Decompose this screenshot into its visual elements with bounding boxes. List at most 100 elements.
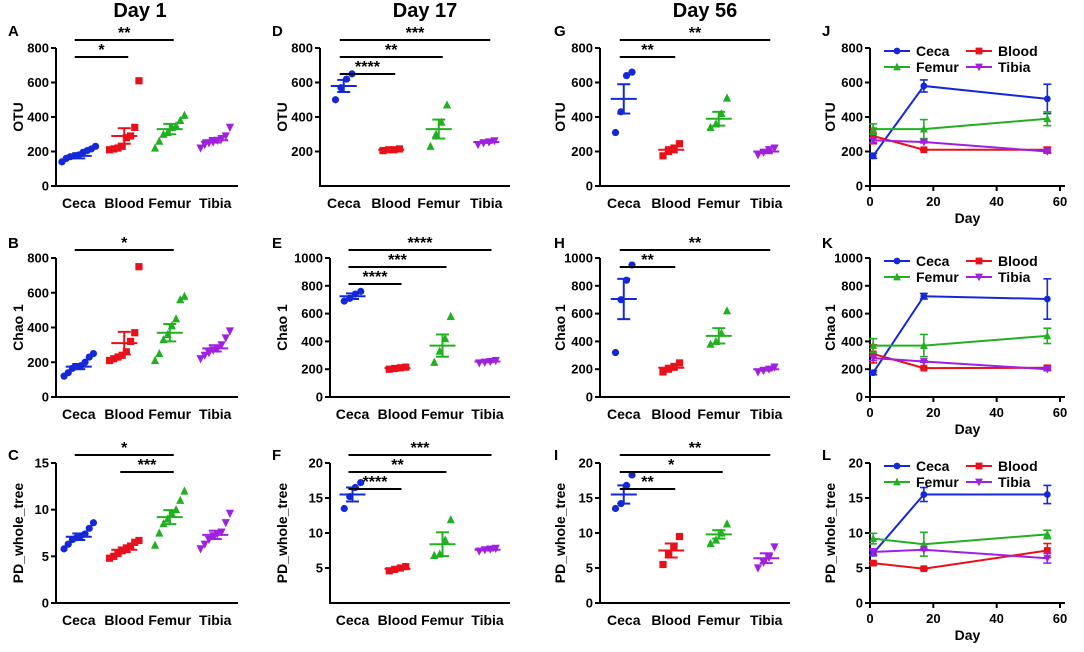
series-point	[920, 491, 928, 498]
y-tick-label: 800	[27, 251, 49, 266]
legend-label: Ceca	[916, 253, 950, 269]
legend-label: Femur	[916, 59, 959, 75]
series-point	[920, 82, 928, 90]
category-label: Tibia	[750, 612, 783, 628]
y-tick-label: 400	[571, 110, 593, 125]
x-tick-label: 40	[989, 611, 1003, 626]
y-tick-label: 400	[841, 110, 863, 125]
y-tick-label: 0	[856, 179, 863, 194]
significance-label: *	[98, 42, 105, 59]
category-label: Ceca	[336, 406, 370, 422]
data-point	[611, 128, 620, 137]
category-label: Ceca	[607, 406, 641, 422]
data-point	[105, 554, 114, 562]
data-point	[706, 339, 715, 348]
category-label: Ceca	[62, 612, 96, 628]
legend-label: Tibia	[998, 59, 1031, 75]
y-axis-label: PD_whole_tree	[274, 483, 290, 584]
category-label: Tibia	[199, 612, 232, 628]
data-point	[446, 311, 455, 320]
data-point	[770, 144, 779, 153]
data-point	[611, 504, 620, 513]
series-point	[869, 341, 878, 349]
y-axis-label: OTU	[10, 102, 26, 132]
category-label: Femur	[148, 195, 191, 211]
y-tick-label: 400	[571, 334, 593, 349]
series-point	[920, 146, 928, 154]
data-point	[91, 142, 100, 150]
y-tick-label: 0	[42, 390, 49, 405]
y-axis-label: PD_whole_tree	[822, 483, 838, 584]
category-label: Femur	[417, 195, 460, 211]
y-tick-label: 400	[291, 110, 313, 125]
data-point	[180, 291, 189, 300]
y-tick-label: 600	[27, 75, 49, 90]
category-label: Femur	[148, 406, 191, 422]
series-point	[919, 341, 928, 349]
y-tick-label: 400	[27, 110, 49, 125]
data-point	[225, 123, 235, 132]
data-point	[122, 134, 130, 142]
x-tick-label: 0	[866, 611, 873, 626]
category-label: Femur	[697, 406, 740, 422]
significance-label: ****	[408, 235, 434, 252]
y-tick-label: 10	[579, 526, 593, 541]
data-point	[670, 543, 678, 551]
y-tick-label: 200	[27, 144, 49, 159]
data-point	[659, 152, 667, 160]
panel-letter: K	[822, 235, 833, 252]
data-point	[85, 524, 93, 532]
panel-b: 0 200 400 600 800 Chao 1 B Ceca Blood Femur Tibia *	[8, 235, 238, 422]
significance-label: ****	[363, 269, 389, 286]
data-point	[770, 363, 779, 372]
y-axis-label: OTU	[552, 102, 568, 132]
data-point	[176, 495, 185, 504]
y-tick-label: 400	[27, 320, 49, 335]
panel-letter: L	[822, 447, 831, 464]
y-tick-label: 5	[586, 561, 593, 576]
legend-label: Blood	[998, 458, 1038, 474]
series-point	[869, 350, 877, 358]
series-point	[1043, 331, 1052, 340]
significance-label: ****	[363, 474, 389, 491]
legend-label: Blood	[998, 253, 1038, 269]
category-label: Blood	[651, 406, 691, 422]
series-point	[1043, 114, 1052, 123]
series-point	[1043, 148, 1052, 156]
legend-swatch-marker	[975, 257, 983, 265]
data-point	[180, 110, 189, 119]
significance-label: *	[121, 235, 128, 252]
y-axis-label: Chao 1	[552, 304, 568, 351]
panel-e: 0 200 400 600 800 1000 Chao 1 E Ceca Blood Femur Ti…	[272, 235, 510, 422]
series-line	[872, 135, 1048, 151]
x-tick-label: 60	[1053, 611, 1067, 626]
legend-swatch-marker	[975, 63, 983, 72]
y-tick-label: 800	[841, 41, 863, 56]
data-point	[180, 486, 189, 495]
x-tick-label: 40	[989, 194, 1003, 209]
y-tick-label: 800	[571, 278, 593, 293]
y-tick-label: 0	[856, 390, 863, 405]
series-point	[920, 364, 928, 372]
y-tick-label: 200	[301, 362, 323, 377]
panel-letter: A	[8, 23, 19, 40]
data-point	[105, 146, 114, 154]
y-axis-label: Chao 1	[10, 304, 26, 351]
y-tick-label: 200	[291, 144, 313, 159]
data-point	[89, 349, 98, 358]
data-point	[622, 72, 631, 80]
legend-swatch-marker	[975, 462, 983, 470]
series-point	[919, 546, 928, 555]
data-point	[131, 329, 139, 337]
y-axis-label: Chao 1	[274, 304, 290, 351]
series-point	[869, 534, 878, 542]
category-label: Femur	[148, 612, 191, 628]
significance-label: **	[385, 42, 398, 59]
data-point	[753, 564, 763, 573]
data-point	[155, 136, 164, 145]
data-point	[675, 140, 684, 148]
significance-label: ***	[388, 252, 407, 269]
data-point	[176, 115, 185, 125]
y-tick-label: 0	[586, 390, 593, 405]
